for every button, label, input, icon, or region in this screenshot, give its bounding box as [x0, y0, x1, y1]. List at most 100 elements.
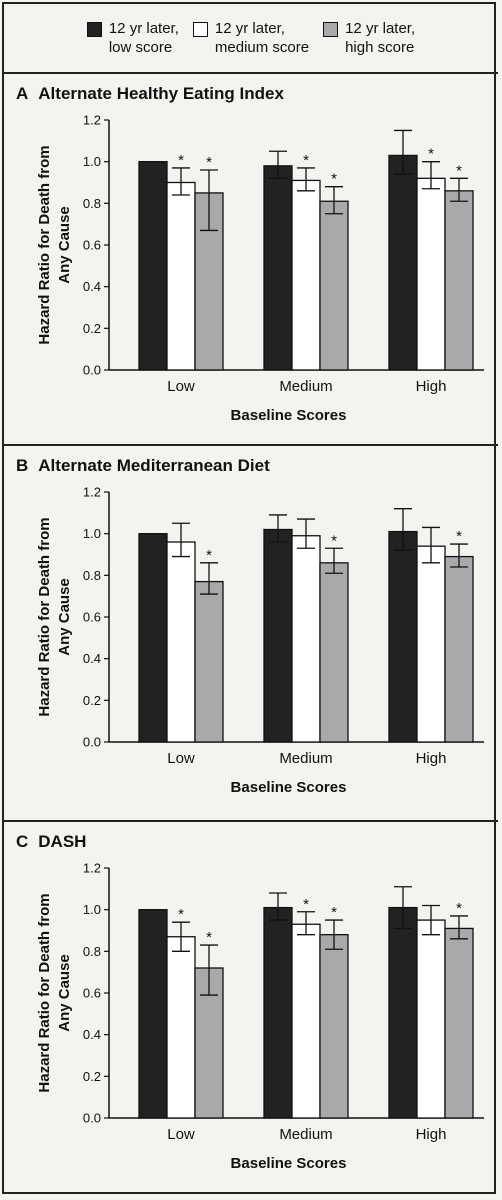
panel-a-significance-marker: *: [456, 162, 462, 179]
panel-b-y-tick-label: 0.8: [83, 568, 101, 583]
panel-b-title-text: Alternate Mediterranean Diet: [38, 456, 270, 475]
panel-a-bar-medium-low: [166, 181, 196, 371]
panel-b-y-axis-title-line1: Hazard Ratio for Death from: [36, 517, 53, 716]
panel-a-bar-high-medium: [319, 200, 349, 371]
panel-b-y-tick-label: 0.2: [83, 693, 101, 708]
panel-c-bar-low-medium: [263, 906, 293, 1119]
panel-c-y-tick-label: 1.2: [83, 861, 101, 876]
panel-c-y-tick-label: 0.4: [83, 1027, 101, 1042]
panel-b-bar-low-low: [138, 533, 168, 743]
panel-a-title-text: Alternate Healthy Eating Index: [38, 84, 284, 103]
legend-swatch-medium: [192, 22, 208, 37]
legend-item-high: 12 yr later, high score: [323, 19, 415, 57]
panel-b-x-tick-label-medium: Medium: [279, 750, 332, 767]
panel-b-bar-medium-high: [416, 545, 446, 743]
panel-b-x-axis-title: Baseline Scores: [231, 779, 347, 796]
panel-a-bar-medium-high: [416, 177, 446, 371]
panel-b-significance-marker: *: [456, 528, 462, 545]
panel-c-x-axis-title: Baseline Scores: [231, 1155, 347, 1172]
panel-c-y-tick-label: 0.0: [83, 1111, 101, 1126]
panel-c-significance-marker: *: [178, 906, 184, 923]
panel-c-x-tick-label-medium: Medium: [279, 1126, 332, 1143]
legend-swatch-high: [323, 22, 339, 37]
panel-c-significance-marker: *: [206, 929, 212, 946]
panel-a-y-tick-label: 0.2: [83, 321, 101, 336]
panel-c-y-axis-title-line1: Hazard Ratio for Death from: [36, 893, 53, 1092]
panel-a-bar-medium-medium: [291, 179, 321, 371]
legend-label-low-line2: low score: [108, 39, 173, 56]
panel-a-letter: A: [16, 84, 29, 103]
panel-c-bar-high-medium: [319, 934, 349, 1119]
panel-c-bar-low-low: [138, 909, 168, 1119]
panel-c-significance-marker: *: [331, 904, 337, 921]
panel-b-bar-medium-low: [166, 541, 196, 743]
panel-b-bar-high-high: [444, 555, 474, 743]
panel-b-significance-marker: *: [331, 532, 337, 549]
panel-b-significance-marker: *: [206, 547, 212, 564]
panel-b-bar-high-medium: [319, 562, 349, 743]
panel-a-x-tick-label-medium: Medium: [279, 378, 332, 395]
panel-b: B Alternate Mediterranean Diet 0.0 0.2 0.4 0…: [4, 446, 498, 822]
panel-a-y-tick-label: 0.0: [83, 363, 101, 378]
panel-c-x-tick-label-high: High: [416, 1126, 447, 1143]
panel-a-significance-marker: *: [303, 152, 309, 169]
panel-a-x-tick-label-low: Low: [167, 378, 195, 395]
panel-a-y-tick-label: 0.4: [83, 279, 101, 294]
panel-a-bar-low-low: [138, 161, 168, 371]
legend-label-low-line1: 12 yr later,: [108, 20, 179, 37]
panel-a-y-tick-label: 0.8: [83, 196, 101, 211]
panel-c-y-tick-label: 0.2: [83, 1069, 101, 1084]
panel-a-chart: 0.0 0.2 0.4 0.6 0.8 1.0 1.2 Hazard Ratio for De…: [36, 113, 484, 424]
panel-a-bar-low-high: [388, 154, 418, 371]
panel-a-y-tick-label: 1.0: [83, 154, 101, 169]
panel-a-y-axis-title-line2: Any Cause: [56, 206, 73, 284]
legend-item-low: 12 yr later, low score: [86, 19, 179, 57]
legend-label-high-line1: 12 yr later,: [345, 20, 416, 37]
panel-b-x-tick-label-low: Low: [167, 750, 195, 767]
legend: 12 yr later, low score 12 yr later, medi…: [4, 4, 498, 74]
panel-b-bar-low-medium: [263, 528, 293, 743]
panel-c-title-text: DASH: [38, 832, 87, 851]
panel-a-y-axis-title-line1: Hazard Ratio for Death from: [36, 145, 53, 344]
panel-c-y-tick-label: 0.8: [83, 944, 101, 959]
panel-b-chart: 0.0 0.2 0.4 0.6 0.8 1.0 1.2 Hazard Ratio for De…: [36, 485, 484, 796]
panel-c-chart: 0.0 0.2 0.4 0.6 0.8 1.0 1.2 Hazard Ratio for De…: [36, 861, 484, 1172]
panel-a-bar-high-high: [444, 190, 474, 371]
panel-a-y-tick-label: 0.6: [83, 238, 101, 253]
panel-c-letter: C: [16, 832, 29, 851]
panel-c-y-tick-label: 0.6: [83, 986, 101, 1001]
panel-c-bar-medium-low: [166, 936, 196, 1119]
panel-a-y-tick-label: 1.2: [83, 113, 101, 128]
panel-a-bar-low-medium: [263, 165, 293, 371]
panel-c-significance-marker: *: [456, 900, 462, 917]
panel-c-x-tick-label-low: Low: [167, 1126, 195, 1143]
legend-label-medium-line1: 12 yr later,: [214, 20, 285, 37]
panel-b-bar-high-low: [194, 580, 224, 743]
panel-b-bar-low-high: [388, 530, 418, 743]
panel-a-x-axis-title: Baseline Scores: [231, 407, 347, 424]
panel-b-bar-medium-medium: [291, 535, 321, 743]
panel-a-significance-marker: *: [428, 146, 434, 163]
legend-label-high-line2: high score: [345, 39, 415, 56]
panel-b-title: B Alternate Mediterranean Diet: [16, 456, 270, 476]
panel-c-y-tick-label: 1.0: [83, 902, 101, 917]
panel-a-significance-marker: *: [206, 154, 212, 171]
panel-c-bar-medium-medium: [291, 923, 321, 1119]
panel-a-significance-marker: *: [331, 171, 337, 188]
panel-c-title: C DASH: [16, 832, 86, 852]
panel-a-title: A Alternate Healthy Eating Index: [16, 84, 284, 104]
panel-b-y-tick-label: 1.0: [83, 526, 101, 541]
panel-b-letter: B: [16, 456, 29, 475]
panel-b-x-tick-label-high: High: [416, 750, 447, 767]
panel-c-bar-low-high: [388, 906, 418, 1119]
panel-b-y-tick-label: 0.4: [83, 651, 101, 666]
panel-a-x-tick-label-high: High: [416, 378, 447, 395]
panel-c-bar-high-high: [444, 927, 474, 1119]
legend-item-medium: 12 yr later, medium score: [192, 19, 310, 57]
legend-swatch-low: [86, 22, 102, 37]
legend-label-medium-line2: medium score: [214, 39, 310, 56]
panel-b-y-tick-label: 0.6: [83, 610, 101, 625]
panel-b-y-tick-label: 1.2: [83, 485, 101, 500]
panel-a: A Alternate Healthy Eating Index 0.0 0.2 0.…: [4, 74, 498, 446]
panel-c-bar-medium-high: [416, 919, 446, 1119]
